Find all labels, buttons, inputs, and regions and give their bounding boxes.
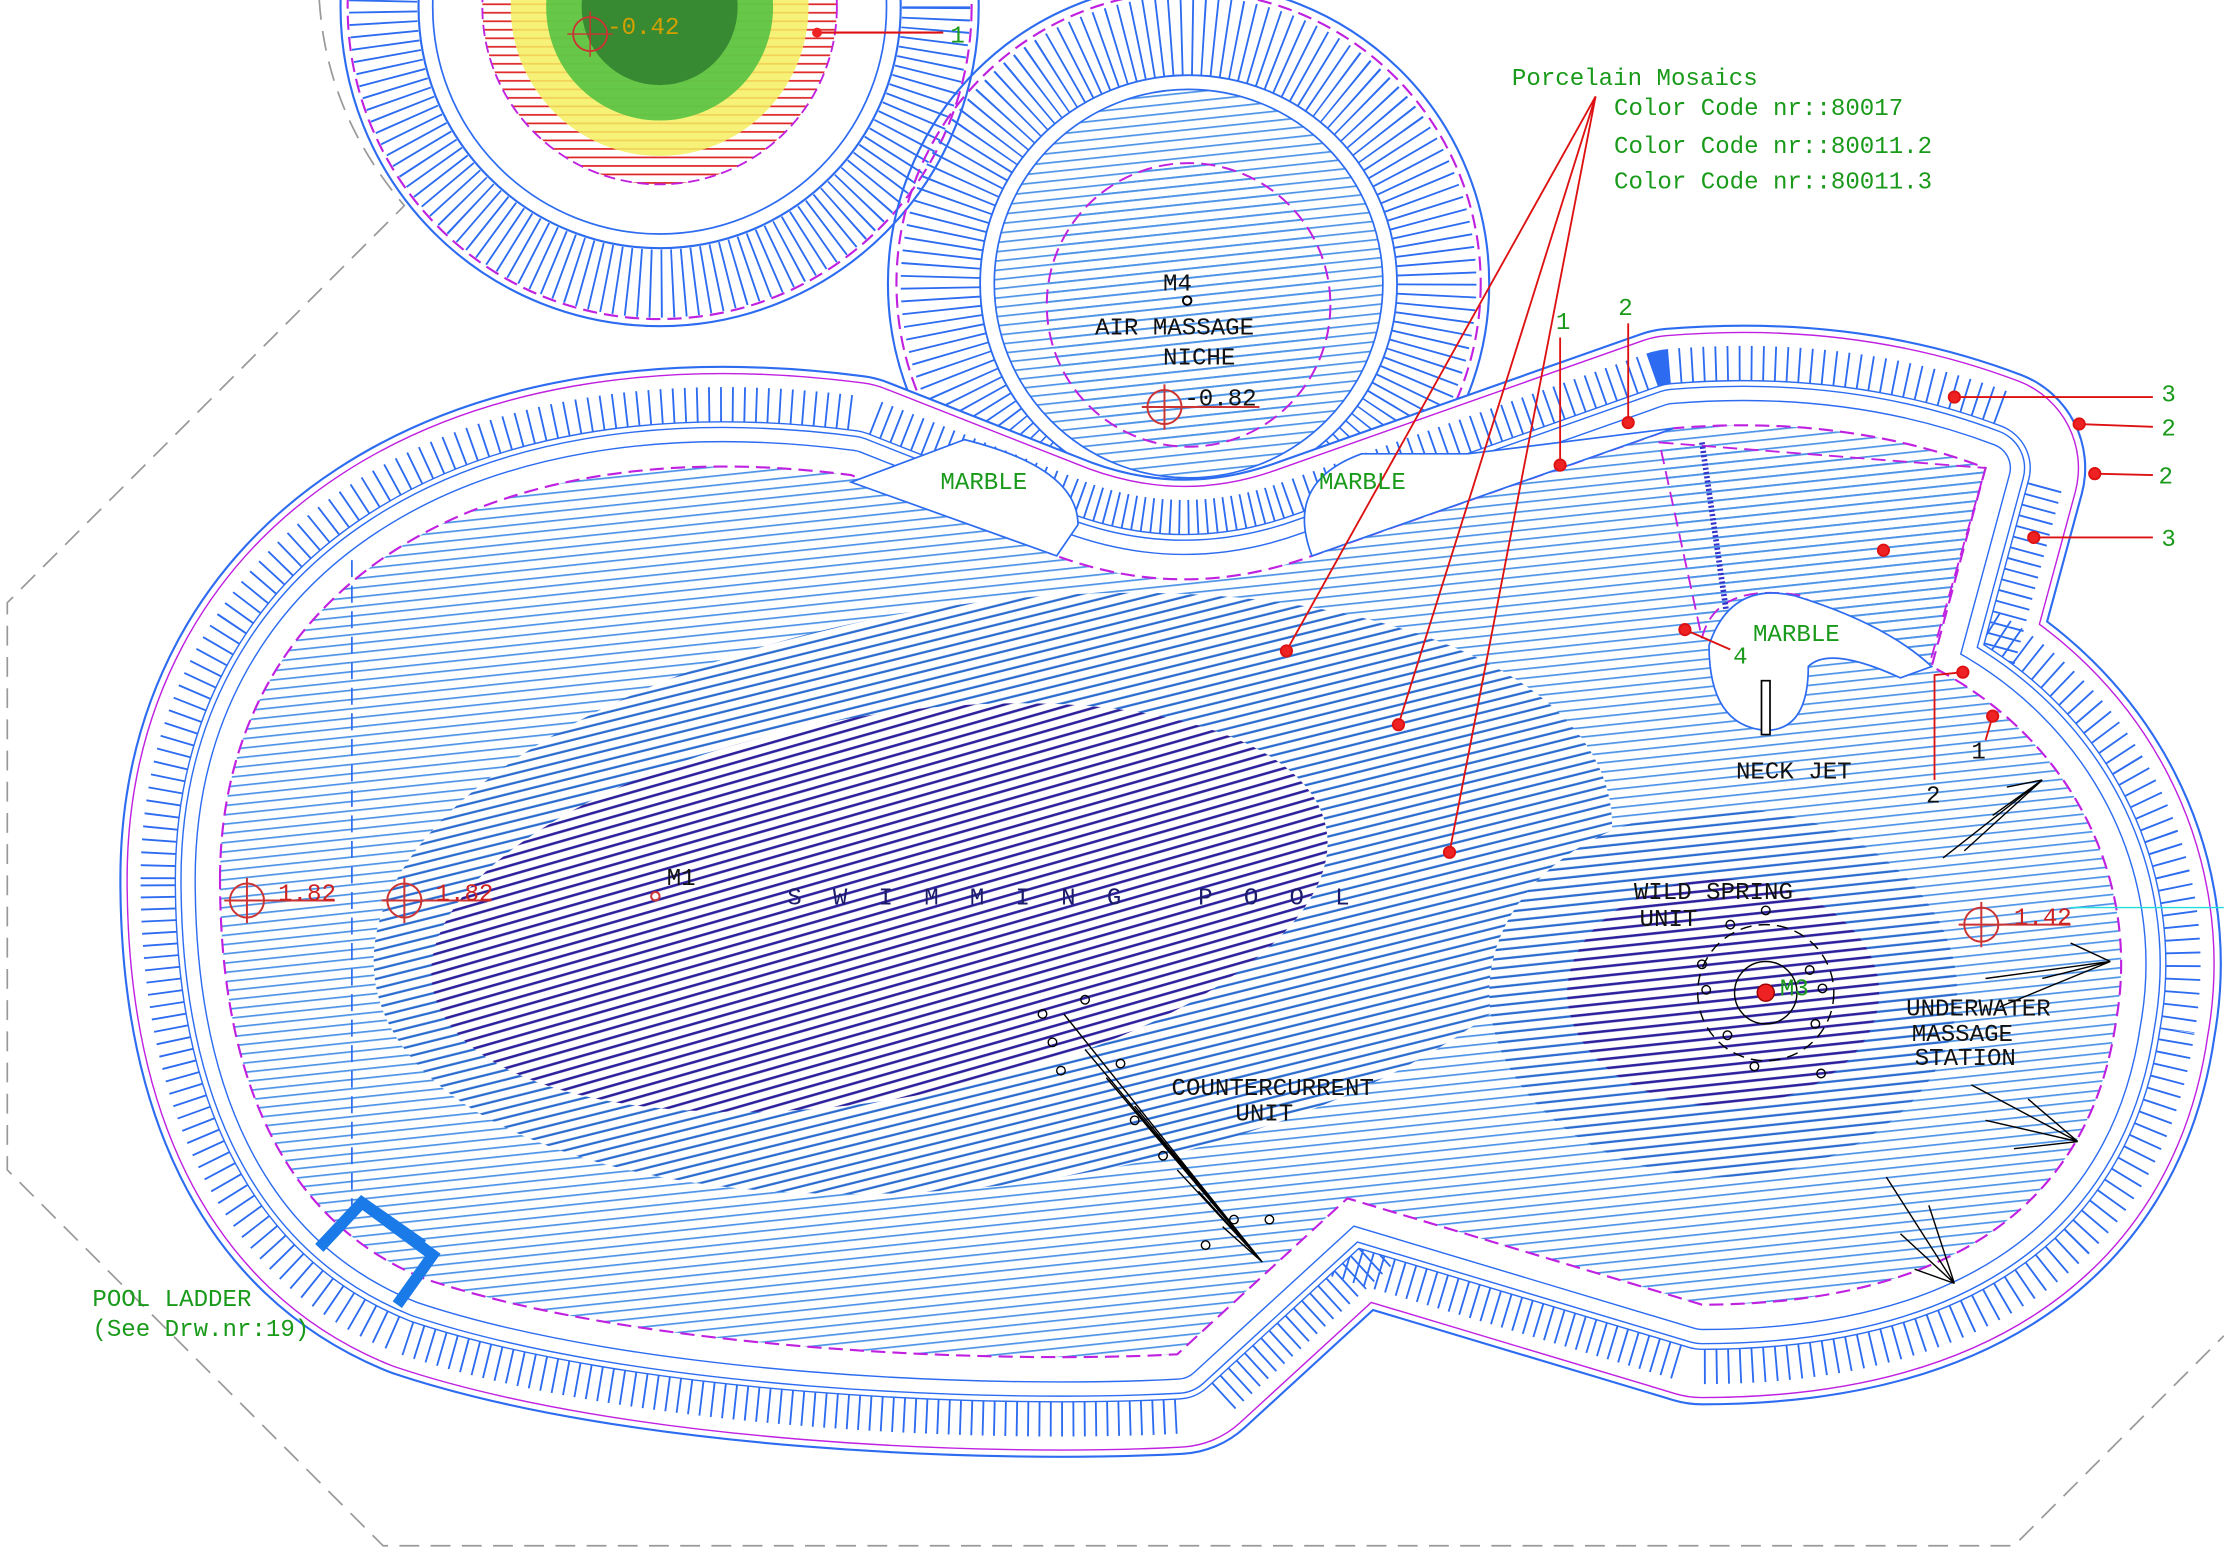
label: 2	[2159, 465, 2173, 492]
label: -0.82	[1184, 387, 1256, 414]
drawing-circle	[2073, 418, 2084, 429]
drawing-circle	[2089, 468, 2100, 479]
label: M4	[1163, 272, 1192, 299]
drawing-circle	[1554, 459, 1565, 470]
label: 1.82	[436, 882, 494, 909]
neck-jet	[1761, 681, 1770, 735]
label: MASSAGE	[1912, 1022, 2013, 1049]
label: 1	[1971, 740, 1985, 767]
label: 1.42	[2014, 906, 2072, 933]
label: 1	[950, 24, 964, 51]
label: AIR MASSAGE	[1095, 316, 1254, 343]
label: UNIT	[1640, 907, 1698, 934]
label: Color Code nr::80017	[1614, 96, 1903, 123]
label: COUNTERCURRENT	[1172, 1076, 1374, 1103]
label: 2	[2161, 416, 2175, 443]
drawing-circle	[1878, 545, 1889, 556]
spa	[341, 0, 979, 326]
drawing-circle	[1957, 667, 1968, 678]
label: 2	[1618, 296, 1632, 323]
label: SWIMMING POOL	[787, 886, 1381, 913]
label: WILD SPRING	[1634, 880, 1793, 907]
label: STATION	[1915, 1046, 2016, 1073]
label: MARBLE	[1753, 622, 1840, 649]
label: NECK JET	[1736, 760, 1852, 787]
label: 1	[1556, 310, 1570, 337]
drawing-circle	[1393, 719, 1404, 730]
drawing-circle	[1623, 417, 1634, 428]
drawing-circle	[1281, 645, 1292, 656]
label: 3	[2161, 382, 2175, 409]
label: NICHE	[1163, 345, 1235, 372]
drawing-circle	[1757, 984, 1774, 1001]
label: MARBLE	[940, 470, 1027, 497]
label: MARBLE	[1319, 470, 1406, 497]
drawing-circle	[1679, 624, 1690, 635]
pool-drawing: -0.42 1 M4 AIR MASSAGENICHE -0.82 Porcelain M…	[0, 0, 2224, 1550]
label: 4	[1733, 645, 1747, 672]
label: 2	[1926, 784, 1940, 811]
label: UNIT	[1235, 1101, 1293, 1128]
drawing-line	[2095, 474, 2153, 475]
label: Color Code nr::80011.3	[1614, 170, 1932, 197]
page: -0.42 1 M4 AIR MASSAGENICHE -0.82 Porcelain M…	[0, 0, 2224, 1550]
drawing-circle	[812, 28, 822, 38]
drawing-line	[2079, 424, 2153, 427]
label: 3	[2161, 527, 2175, 554]
depth-zone	[1567, 879, 1879, 1106]
drawing-circle	[1987, 710, 1998, 721]
label: M1	[667, 866, 696, 893]
label: M3	[1780, 977, 1809, 1004]
drawing-circle	[2028, 532, 2039, 543]
label: -0.42	[607, 15, 679, 42]
label: POOL LADDER	[92, 1287, 251, 1314]
label: Color Code nr::80011.2	[1614, 134, 1932, 161]
drawing-circle	[1949, 391, 1960, 402]
label: UNDERWATER	[1906, 996, 2051, 1023]
drawing-circle	[1444, 847, 1455, 858]
label: (See Drw.nr:19)	[92, 1317, 309, 1344]
label: 1.82	[278, 882, 336, 909]
label: Porcelain Mosaics	[1512, 66, 1758, 93]
